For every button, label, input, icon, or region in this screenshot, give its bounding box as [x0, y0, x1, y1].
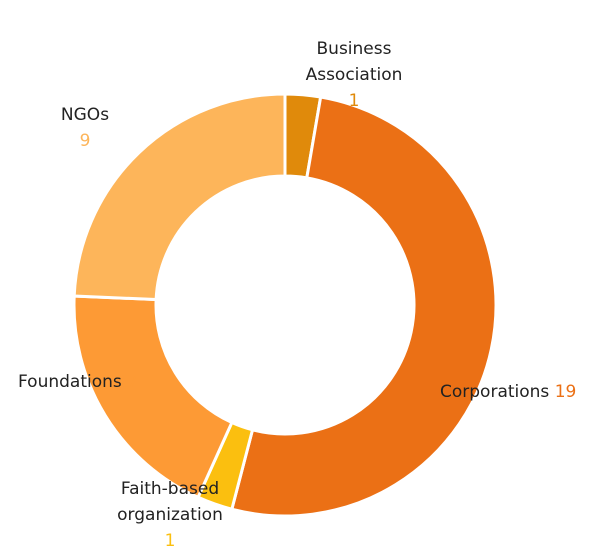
slice-label: Foundations 7	[18, 369, 138, 395]
category-name: Faith-based organization	[117, 479, 223, 525]
slice-label: Corporations 19	[440, 379, 576, 405]
slice-label: Business Association 1	[289, 36, 419, 114]
value-label: 1	[348, 91, 360, 111]
category-name: Foundations	[18, 372, 122, 392]
value-label: 9	[79, 131, 91, 151]
donut-slice	[230, 95, 498, 518]
value-label: 1	[164, 531, 176, 551]
value-label: 19	[554, 382, 577, 402]
category-name: Corporations	[440, 382, 550, 402]
slice-label: Faith-based organization 1	[100, 476, 240, 554]
category-name: NGOs	[60, 105, 110, 125]
donut-slice	[72, 294, 234, 500]
slice-label: NGOs 9	[45, 102, 125, 154]
category-name: Business Association	[305, 39, 403, 85]
value-label: 7	[127, 372, 138, 392]
donut-slice	[72, 92, 287, 302]
